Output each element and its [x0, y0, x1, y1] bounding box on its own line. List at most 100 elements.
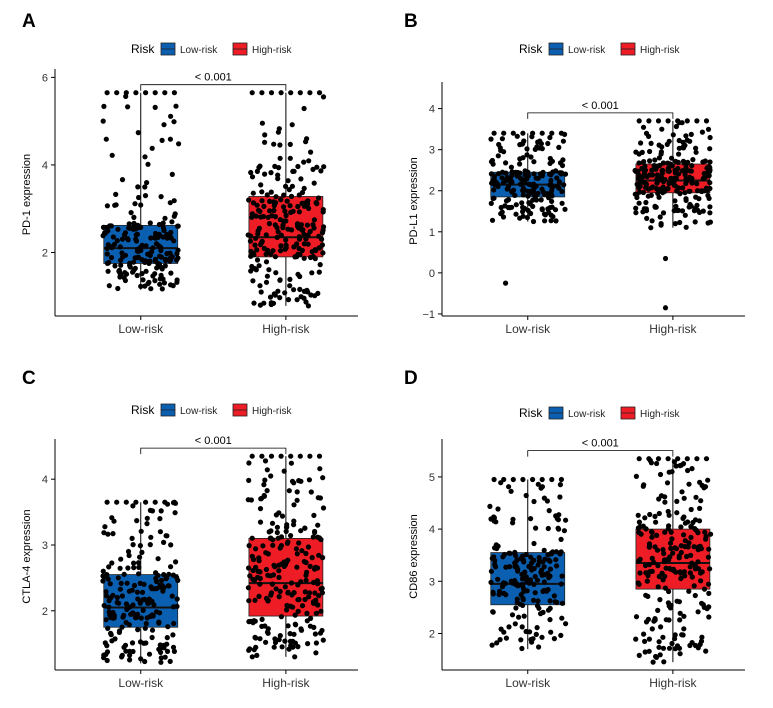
- data-point: [173, 103, 179, 109]
- data-point: [289, 592, 295, 598]
- legend-key-low-risk: Low-risk: [160, 403, 218, 417]
- data-point: [693, 194, 699, 200]
- data-point: [542, 218, 548, 224]
- data-point: [642, 168, 648, 174]
- data-point: [250, 190, 256, 196]
- data-point: [297, 251, 303, 258]
- data-point: [654, 532, 660, 539]
- data-point: [646, 118, 652, 124]
- data-point: [260, 543, 266, 549]
- data-point: [526, 172, 532, 179]
- data-point: [254, 247, 260, 253]
- data-point: [104, 572, 110, 578]
- data-point: [103, 136, 109, 142]
- data-point: [132, 201, 138, 207]
- data-point: [169, 219, 175, 225]
- data-point: [640, 124, 647, 130]
- data-point: [123, 90, 129, 96]
- data-point: [309, 270, 315, 276]
- data-point: [707, 210, 713, 216]
- data-point: [264, 273, 270, 279]
- data-point: [106, 260, 112, 266]
- data-point: [310, 534, 316, 540]
- data-point: [681, 613, 687, 619]
- data-point: [257, 519, 264, 525]
- legend-key-high-risk: High-risk: [232, 403, 292, 417]
- data-point: [649, 218, 655, 224]
- data-point: [316, 233, 322, 239]
- data-point: [503, 635, 509, 641]
- data-point: [138, 247, 144, 253]
- legend-label: Low-risk: [568, 45, 606, 56]
- data-point: [520, 130, 526, 136]
- data-point: [291, 287, 297, 293]
- data-point: [499, 136, 505, 142]
- data-point: [130, 602, 136, 608]
- data-point: [257, 506, 264, 512]
- data-point: [160, 588, 166, 594]
- data-point: [636, 519, 643, 525]
- y-tick-label: 2: [429, 628, 435, 640]
- y-tick-label: 2: [42, 606, 48, 618]
- data-point: [256, 555, 262, 561]
- data-point: [676, 151, 682, 157]
- data-point: [553, 557, 559, 563]
- data-point: [488, 579, 494, 586]
- data-point: [539, 567, 545, 573]
- data-point: [707, 134, 713, 141]
- data-point: [102, 230, 108, 236]
- data-point: [668, 545, 674, 552]
- data-point: [509, 520, 516, 526]
- data-point: [642, 649, 648, 655]
- data-point: [108, 632, 114, 638]
- data-point: [175, 223, 181, 229]
- data-point: [275, 229, 281, 235]
- data-point: [528, 554, 534, 560]
- data-point: [528, 154, 534, 160]
- data-point: [176, 141, 182, 147]
- data-point: [291, 522, 297, 528]
- data-point: [317, 262, 323, 268]
- data-point: [291, 244, 297, 250]
- data-point: [545, 193, 551, 199]
- data-point: [533, 631, 539, 638]
- data-point: [273, 200, 279, 206]
- data-point: [520, 557, 527, 563]
- data-point: [701, 484, 707, 490]
- data-point: [295, 203, 301, 210]
- data-point: [660, 645, 667, 651]
- data-point: [136, 564, 142, 571]
- data-point: [693, 494, 699, 500]
- data-point: [158, 194, 164, 200]
- panel-c: C Risk Low-risk High-risk 2 3 4 CTLA-4 expressi…: [21, 368, 358, 690]
- data-point: [705, 581, 712, 587]
- data-point: [657, 214, 663, 220]
- data-point: [268, 170, 274, 176]
- data-point: [530, 218, 537, 225]
- data-point: [168, 270, 174, 276]
- data-point: [535, 175, 541, 181]
- y-tick-label: 0: [429, 268, 435, 280]
- data-point: [171, 648, 177, 655]
- data-point: [706, 614, 712, 620]
- data-point: [653, 653, 659, 660]
- data-point: [162, 499, 168, 505]
- data-point: [698, 498, 704, 504]
- data-point: [303, 236, 309, 242]
- data-point: [274, 529, 280, 536]
- data-point: [267, 198, 273, 204]
- data-point: [279, 644, 285, 650]
- data-point: [686, 481, 692, 487]
- data-point: [645, 616, 652, 623]
- data-point: [254, 652, 260, 659]
- data-point: [536, 555, 542, 561]
- data-point: [539, 634, 545, 640]
- data-point: [677, 569, 683, 575]
- data-point: [168, 229, 174, 236]
- data-point: [561, 528, 568, 534]
- data-point: [136, 571, 142, 577]
- data-point: [529, 559, 535, 566]
- data-point: [268, 528, 274, 534]
- data-point: [117, 586, 123, 592]
- data-point: [134, 611, 141, 618]
